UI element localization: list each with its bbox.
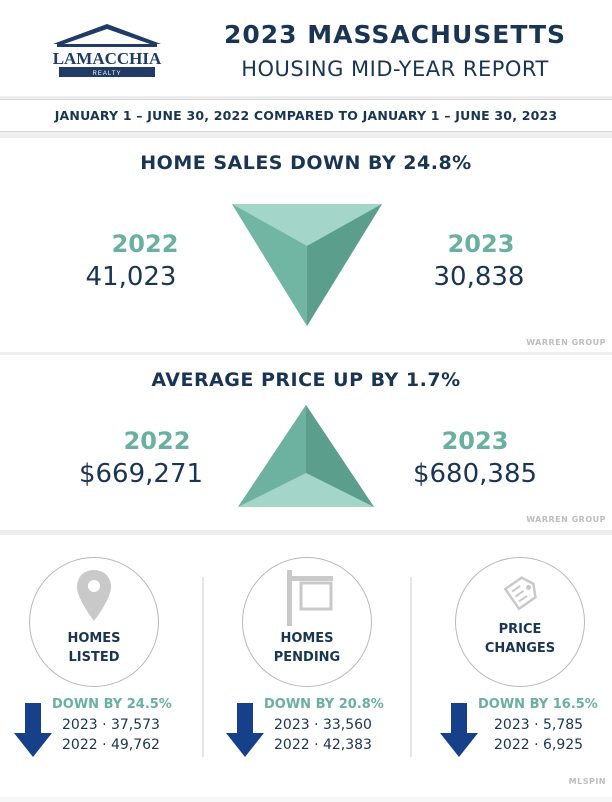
price-source: WARREN GROUP — [526, 515, 606, 524]
homes-pending-2022: 2022 · 42,383 — [274, 737, 372, 753]
homes-pending-change: DOWN BY 20.8% — [264, 697, 384, 712]
lamacchia-logo: LAMACCHIA REALTY — [53, 24, 162, 77]
average-price-headline: AVERAGE PRICE UP BY 1.7% — [151, 369, 461, 391]
homes-listed-change: DOWN BY 24.5% — [52, 697, 172, 712]
location-pin-icon — [77, 570, 111, 621]
sales-source: WARREN GROUP — [526, 338, 606, 347]
homes-pending-circle: HOMES PENDING — [242, 557, 372, 687]
sales-value-2023: 30,838 — [433, 262, 525, 292]
home-sales-headline: HOME SALES DOWN BY 24.8% — [140, 152, 472, 174]
down-triangle-icon — [232, 204, 382, 326]
date-range: JANUARY 1 – JUNE 30, 2022 COMPARED TO JA… — [0, 99, 612, 132]
homes-listed-label-1: HOMES — [67, 631, 121, 646]
price-value-2023: $680,385 — [412, 459, 538, 489]
column-divider — [410, 577, 412, 757]
sign-post-icon — [287, 570, 333, 626]
column-divider — [202, 577, 204, 757]
price-changes-down-arrow-icon — [440, 703, 478, 757]
homes-pending-2023: 2023 · 33,560 — [274, 717, 372, 733]
homes-listed-2022: 2022 · 49,762 — [62, 737, 160, 753]
price-changes-label-2: CHANGES — [484, 641, 556, 656]
price-changes-change: DOWN BY 16.5% — [478, 697, 598, 712]
sales-value-2022: 41,023 — [85, 262, 177, 292]
sales-year-2022: 2022 — [111, 230, 179, 258]
home-sales-panel: HOME SALES DOWN BY 24.8% 2022 41,023 202… — [0, 138, 612, 352]
logo-sub: REALTY — [93, 71, 122, 77]
homes-pending-label-2: PENDING — [273, 650, 341, 665]
price-tag-icon — [503, 576, 537, 611]
market-stats-panel: HOMES LISTED DOWN BY 24.5% 2023 · 37,573… — [0, 535, 612, 797]
report-header: LAMACCHIA REALTY 2023 MASSACHUSETTS HOUS… — [0, 0, 612, 96]
homes-listed-circle: HOMES LISTED — [29, 557, 159, 687]
sales-year-2023: 2023 — [447, 230, 515, 258]
report-title: 2023 MASSACHUSETTS — [223, 20, 567, 49]
homes-pending-label-1: HOMES — [280, 631, 334, 646]
price-changes-circle: PRICE CHANGES — [455, 557, 585, 687]
homes-listed-2023: 2023 · 37,573 — [62, 717, 160, 733]
price-changes-2022: 2022 · 6,925 — [494, 737, 584, 753]
stats-source: MLSPIN — [568, 777, 606, 786]
price-changes-2023: 2023 · 5,785 — [494, 717, 584, 733]
average-price-panel: AVERAGE PRICE UP BY 1.7% 2022 $669,271 2… — [0, 355, 612, 530]
up-triangle-icon — [238, 405, 374, 507]
price-year-2022: 2022 — [123, 427, 191, 455]
homes-listed-label-2: LISTED — [68, 650, 120, 665]
logo-text: LAMACCHIA — [53, 49, 162, 68]
price-value-2022: $669,271 — [78, 459, 204, 489]
report-subtitle: HOUSING MID-YEAR REPORT — [241, 57, 549, 81]
homes-listed-down-arrow-icon — [14, 703, 52, 757]
homes-pending-down-arrow-icon — [226, 703, 264, 757]
price-changes-label-1: PRICE — [498, 622, 542, 637]
bottom-border — [0, 797, 612, 802]
price-year-2023: 2023 — [441, 427, 509, 455]
